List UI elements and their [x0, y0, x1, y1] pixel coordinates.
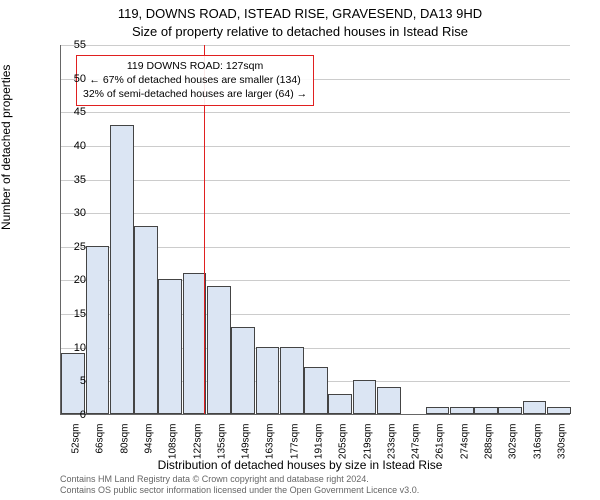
x-tick-label: 94sqm	[144, 424, 155, 469]
y-gridline	[61, 112, 570, 113]
x-tick-label: 177sqm	[289, 424, 300, 469]
annotation-line2: ← 67% of detached houses are smaller (13…	[83, 73, 307, 87]
x-tick-label: 135sqm	[216, 424, 227, 469]
x-tick-label: 302sqm	[508, 424, 519, 469]
x-tick-label: 205sqm	[338, 424, 349, 469]
x-tick-label: 80sqm	[119, 424, 130, 469]
x-tick-label: 288sqm	[484, 424, 495, 469]
x-tick-label: 149sqm	[241, 424, 252, 469]
histogram-bar	[523, 401, 547, 414]
y-tick-label: 55	[56, 39, 86, 51]
histogram-bar	[256, 347, 280, 414]
x-tick-label: 316sqm	[532, 424, 543, 469]
histogram-bar	[304, 367, 328, 414]
x-tick-label: 66sqm	[95, 424, 106, 469]
y-tick-label: 30	[56, 207, 86, 219]
x-tick-label: 191sqm	[314, 424, 325, 469]
y-tick-label: 45	[56, 106, 86, 118]
histogram-bar	[498, 407, 522, 414]
annotation-box: 119 DOWNS ROAD: 127sqm← 67% of detached …	[76, 55, 314, 106]
histogram-bar	[134, 226, 158, 414]
histogram-bar	[110, 125, 134, 414]
x-tick-label: 122sqm	[192, 424, 203, 469]
chart-title-line1: 119, DOWNS ROAD, ISTEAD RISE, GRAVESEND,…	[0, 6, 600, 21]
y-tick-label: 40	[56, 140, 86, 152]
histogram-bar	[426, 407, 450, 414]
x-tick-label: 108sqm	[168, 424, 179, 469]
histogram-bar	[207, 286, 231, 414]
annotation-line3: 32% of semi-detached houses are larger (…	[83, 87, 307, 101]
histogram-bar	[280, 347, 304, 414]
x-tick-label: 261sqm	[435, 424, 446, 469]
x-tick-label: 274sqm	[459, 424, 470, 469]
chart-title-line2: Size of property relative to detached ho…	[0, 24, 600, 39]
copyright-line2: Contains OS public sector information li…	[60, 485, 419, 496]
y-tick-label: 0	[56, 409, 86, 421]
histogram-bar	[231, 327, 255, 414]
annotation-line1: 119 DOWNS ROAD: 127sqm	[83, 59, 307, 73]
x-tick-label: 163sqm	[265, 424, 276, 469]
y-axis-label: Number of detached properties	[0, 65, 13, 230]
y-tick-label: 5	[56, 375, 86, 387]
chart-container: { "chart": { "type": "histogram", "title…	[0, 0, 600, 500]
x-tick-label: 219sqm	[362, 424, 373, 469]
y-gridline	[61, 180, 570, 181]
histogram-bar	[86, 246, 110, 414]
x-tick-label: 52sqm	[71, 424, 82, 469]
histogram-bar	[474, 407, 498, 414]
histogram-bar	[547, 407, 571, 414]
histogram-bar	[377, 387, 401, 414]
histogram-bar	[158, 279, 182, 414]
x-tick-label: 247sqm	[411, 424, 422, 469]
y-gridline	[61, 45, 570, 46]
y-tick-label: 10	[56, 342, 86, 354]
histogram-bar	[328, 394, 352, 414]
copyright-text: Contains HM Land Registry data © Crown c…	[60, 474, 419, 496]
y-tick-label: 15	[56, 308, 86, 320]
histogram-bar	[353, 380, 377, 414]
histogram-bar	[183, 273, 207, 414]
x-tick-label: 330sqm	[556, 424, 567, 469]
y-tick-label: 35	[56, 174, 86, 186]
y-gridline	[61, 213, 570, 214]
y-tick-label: 25	[56, 241, 86, 253]
y-tick-label: 20	[56, 274, 86, 286]
plot-area: 119 DOWNS ROAD: 127sqm← 67% of detached …	[60, 45, 570, 415]
y-gridline	[61, 146, 570, 147]
y-tick-label: 50	[56, 73, 86, 85]
copyright-line1: Contains HM Land Registry data © Crown c…	[60, 474, 419, 485]
histogram-bar	[450, 407, 474, 414]
x-tick-label: 233sqm	[386, 424, 397, 469]
